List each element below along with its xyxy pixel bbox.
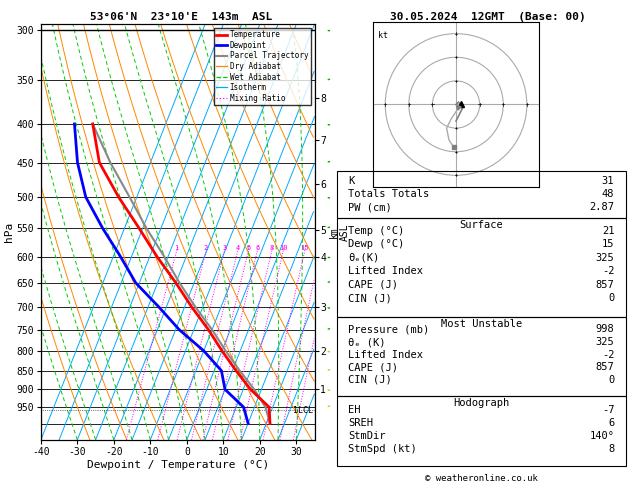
Text: Hodograph: Hodograph bbox=[453, 399, 509, 408]
Text: 1: 1 bbox=[174, 245, 179, 251]
Text: 857: 857 bbox=[596, 280, 615, 290]
Text: 2: 2 bbox=[204, 245, 208, 251]
Text: K: K bbox=[348, 176, 354, 186]
Text: θₑ (K): θₑ (K) bbox=[348, 337, 386, 347]
Text: -7: -7 bbox=[602, 405, 615, 415]
Text: 21: 21 bbox=[602, 226, 615, 236]
Y-axis label: km
ASL: km ASL bbox=[329, 223, 350, 241]
Text: Most Unstable: Most Unstable bbox=[440, 319, 522, 329]
Text: 4: 4 bbox=[236, 245, 240, 251]
Text: Pressure (mb): Pressure (mb) bbox=[348, 325, 430, 334]
Text: 30.05.2024  12GMT  (Base: 00): 30.05.2024 12GMT (Base: 00) bbox=[389, 12, 586, 22]
Text: PW (cm): PW (cm) bbox=[348, 203, 392, 212]
Text: Surface: Surface bbox=[459, 220, 503, 230]
Text: 15: 15 bbox=[301, 245, 309, 251]
Text: 53°06'N  23°10'E  143m  ASL: 53°06'N 23°10'E 143m ASL bbox=[90, 12, 272, 22]
Text: Dewp (°C): Dewp (°C) bbox=[348, 239, 404, 249]
Text: CIN (J): CIN (J) bbox=[348, 375, 392, 385]
Bar bbox=[337, 317, 626, 396]
Text: Temp (°C): Temp (°C) bbox=[348, 226, 404, 236]
Legend: Temperature, Dewpoint, Parcel Trajectory, Dry Adiabat, Wet Adiabat, Isotherm, Mi: Temperature, Dewpoint, Parcel Trajectory… bbox=[214, 28, 311, 105]
Bar bbox=[337, 396, 626, 466]
Text: -2: -2 bbox=[602, 266, 615, 276]
X-axis label: Dewpoint / Temperature (°C): Dewpoint / Temperature (°C) bbox=[87, 460, 269, 469]
Text: © weatheronline.co.uk: © weatheronline.co.uk bbox=[425, 474, 538, 483]
Text: 15: 15 bbox=[602, 239, 615, 249]
Text: Lifted Index: Lifted Index bbox=[348, 349, 423, 360]
Text: 325: 325 bbox=[596, 337, 615, 347]
Text: 998: 998 bbox=[596, 325, 615, 334]
Text: 0: 0 bbox=[608, 375, 615, 385]
Text: 8: 8 bbox=[608, 445, 615, 454]
Text: 31: 31 bbox=[602, 176, 615, 186]
Text: 5: 5 bbox=[247, 245, 250, 251]
Text: 140°: 140° bbox=[589, 431, 615, 441]
Text: CIN (J): CIN (J) bbox=[348, 294, 392, 303]
Text: 857: 857 bbox=[596, 362, 615, 372]
Text: CAPE (J): CAPE (J) bbox=[348, 362, 398, 372]
Y-axis label: hPa: hPa bbox=[4, 222, 14, 242]
Text: 2.87: 2.87 bbox=[589, 203, 615, 212]
Text: Lifted Index: Lifted Index bbox=[348, 266, 423, 276]
Text: SREH: SREH bbox=[348, 418, 373, 428]
Text: 48: 48 bbox=[602, 190, 615, 199]
Text: CAPE (J): CAPE (J) bbox=[348, 280, 398, 290]
Bar bbox=[337, 218, 626, 317]
Text: -2: -2 bbox=[602, 349, 615, 360]
Text: 8: 8 bbox=[270, 245, 274, 251]
Text: StmDir: StmDir bbox=[348, 431, 386, 441]
Text: Totals Totals: Totals Totals bbox=[348, 190, 430, 199]
Text: kt: kt bbox=[378, 31, 388, 40]
Text: 3: 3 bbox=[222, 245, 226, 251]
Text: StmSpd (kt): StmSpd (kt) bbox=[348, 445, 417, 454]
Text: 6: 6 bbox=[255, 245, 259, 251]
Text: EH: EH bbox=[348, 405, 360, 415]
Text: 1LCL: 1LCL bbox=[293, 406, 313, 415]
Text: 325: 325 bbox=[596, 253, 615, 263]
Text: 10: 10 bbox=[279, 245, 287, 251]
Text: 6: 6 bbox=[608, 418, 615, 428]
Text: 0: 0 bbox=[608, 294, 615, 303]
Text: θₑ(K): θₑ(K) bbox=[348, 253, 379, 263]
Bar bbox=[337, 171, 626, 218]
